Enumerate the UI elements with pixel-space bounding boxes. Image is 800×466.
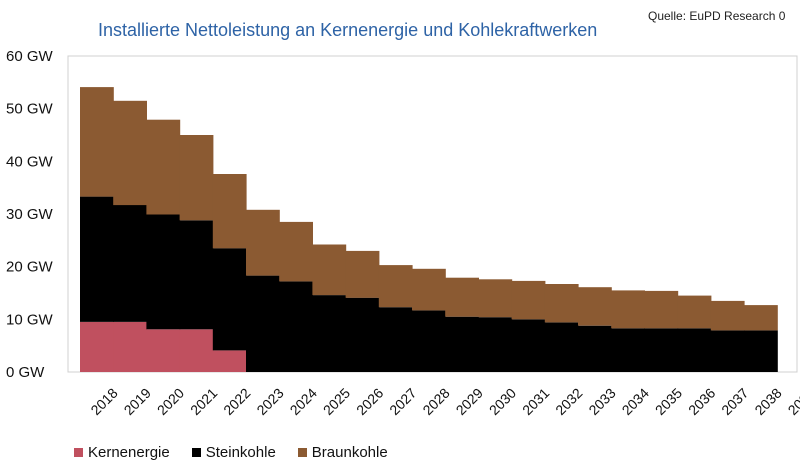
x-tick-label: 2020 (154, 385, 187, 418)
bar-braunkohle-2019 (113, 100, 147, 206)
y-axis-ticks: 0 GW 10 GW 20 GW 30 GW 40 GW 50 GW 60 GW (6, 48, 54, 381)
bar-steinkohle-2018 (80, 196, 114, 322)
bar-steinkohle-2037 (710, 330, 745, 372)
legend-label-steinkohle: Steinkohle (205, 444, 276, 461)
legend: Kernenergie Steinkohle Braunkohle (74, 444, 410, 461)
x-tick-label: 2025 (320, 385, 353, 418)
y-tick-label: 50 GW (6, 101, 54, 118)
x-tick-label: 2026 (353, 385, 386, 418)
x-tick-label: 2029 (453, 385, 486, 418)
bar-steinkohle-2031 (511, 319, 546, 372)
x-tick-label: 2028 (419, 385, 452, 418)
y-tick-label: 60 GW (6, 48, 54, 65)
x-tick-label: 2019 (121, 385, 154, 418)
y-tick-label: 10 GW (6, 311, 54, 328)
bar-steinkohle-2027 (378, 307, 413, 372)
legend-swatch-steinkohle (191, 448, 201, 457)
bar-steinkohle-2034 (611, 328, 645, 372)
x-tick-label: 2034 (619, 385, 652, 418)
bar-braunkohle-2038 (744, 305, 778, 331)
bar-braunkohle-2022 (212, 174, 247, 249)
x-tick-label: 2023 (253, 385, 286, 418)
bar-steinkohle-2021 (179, 220, 214, 330)
x-tick-label: 2037 (718, 385, 751, 418)
bar-steinkohle-2020 (146, 214, 181, 330)
bar-steinkohle-2026 (345, 297, 380, 372)
bar-braunkohle-2023 (246, 209, 280, 276)
bar-braunkohle-2030 (478, 279, 513, 318)
bar-braunkohle-2035 (644, 290, 679, 329)
bar-steinkohle-2036 (677, 328, 712, 372)
x-tick-label: 2018 (87, 385, 120, 418)
bar-braunkohle-2037 (710, 300, 745, 331)
bar-steinkohle-2035 (644, 328, 679, 372)
legend-label-braunkohle: Braunkohle (311, 444, 388, 461)
bar-kernenergie-2018 (80, 322, 114, 372)
bar-braunkohle-2018 (80, 87, 114, 197)
bar-braunkohle-2021 (179, 135, 214, 221)
x-tick-label: 2033 (585, 385, 618, 418)
legend-item-braunkohle: Braunkohle (297, 444, 388, 461)
bar-steinkohle-2023 (246, 275, 280, 372)
bar-steinkohle-2024 (279, 281, 313, 372)
legend-item-kernenergie: Kernenergie (74, 444, 170, 461)
x-tick-label: 2027 (386, 385, 419, 418)
legend-swatch-braunkohle (297, 448, 307, 457)
y-tick-label: 0 GW (6, 364, 45, 381)
bar-braunkohle-2025 (312, 244, 347, 296)
legend-swatch-kernenergie (74, 448, 83, 457)
x-tick-label: 2022 (220, 385, 253, 418)
bars-group (80, 87, 778, 372)
x-tick-label: 2036 (685, 385, 718, 418)
bar-steinkohle-2030 (478, 317, 513, 372)
x-tick-label: 2031 (519, 385, 552, 418)
bar-braunkohle-2033 (578, 287, 612, 326)
x-tick-label: 2021 (187, 385, 220, 418)
bar-steinkohle-2032 (544, 322, 579, 372)
legend-item-steinkohle: Steinkohle (191, 444, 276, 461)
bar-braunkohle-2028 (412, 268, 446, 311)
y-tick-label: 20 GW (6, 259, 54, 276)
x-tick-label: 2039 (785, 385, 800, 418)
chart-title: Installierte Nettoleistung an Kernenergi… (98, 20, 598, 40)
bar-braunkohle-2032 (544, 284, 579, 323)
bar-steinkohle-2028 (412, 310, 446, 372)
bar-steinkohle-2029 (445, 316, 479, 372)
x-axis-ticks: 2018 2019 2020 2021 2022 2023 2024 2025 2026 2027… (87, 385, 800, 418)
bar-braunkohle-2026 (345, 250, 380, 298)
bar-steinkohle-2033 (578, 325, 612, 372)
bar-kernenergie-2022 (212, 350, 247, 372)
x-tick-label: 2030 (486, 385, 519, 418)
bar-steinkohle-2038 (744, 330, 778, 372)
bar-braunkohle-2029 (445, 277, 479, 317)
bar-braunkohle-2031 (511, 280, 546, 320)
y-tick-label: 40 GW (6, 153, 54, 170)
bar-steinkohle-2022 (212, 248, 247, 351)
source-note: Quelle: EuPD Research 0 (648, 9, 786, 23)
bar-kernenergie-2020 (146, 329, 181, 372)
x-tick-label: 2024 (287, 385, 320, 418)
y-tick-label: 30 GW (6, 206, 54, 223)
bar-braunkohle-2020 (146, 119, 181, 215)
bar-braunkohle-2024 (279, 221, 313, 282)
legend-label-kernenergie: Kernenergie (88, 444, 170, 461)
bar-braunkohle-2034 (611, 290, 645, 329)
bar-braunkohle-2027 (378, 265, 413, 308)
bar-steinkohle-2025 (312, 295, 347, 372)
bar-braunkohle-2036 (677, 295, 712, 329)
x-tick-label: 2038 (751, 385, 784, 418)
x-tick-label: 2035 (652, 385, 685, 418)
bar-kernenergie-2019 (113, 322, 147, 372)
bar-steinkohle-2019 (113, 205, 147, 322)
bar-kernenergie-2021 (179, 329, 214, 372)
x-tick-label: 2032 (552, 385, 585, 418)
